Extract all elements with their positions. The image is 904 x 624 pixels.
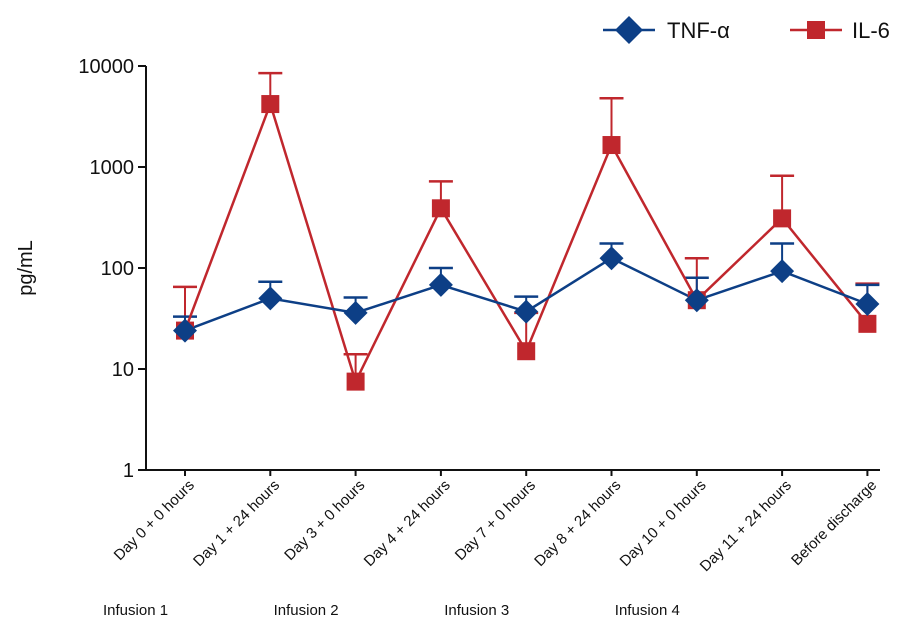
data-point-diamond	[770, 259, 795, 284]
data-point-diamond	[684, 288, 709, 313]
x-tick-label: Day 3 + 0 hours	[281, 477, 368, 564]
error-bars	[173, 71, 880, 382]
x-tick-label: Before discharge	[788, 477, 880, 569]
legend-marker-il6	[807, 21, 825, 39]
data-point-square	[773, 209, 792, 228]
infusion-label: Infusion 2	[274, 602, 339, 619]
x-tick-label: Day 0 + 0 hours	[111, 477, 198, 564]
y-tick-label: 100	[101, 258, 134, 280]
data-point-diamond	[173, 318, 197, 343]
data-point-diamond	[514, 299, 539, 324]
data-point-square	[346, 372, 365, 391]
data-point-diamond	[258, 286, 283, 311]
data-point-square	[431, 199, 450, 218]
x-tick-label: Day 4 + 24 hours	[361, 477, 454, 570]
legend-marker-tnf	[615, 16, 643, 44]
infusion-labels: Infusion 1 Infusion 2 Infusion 3 Infusion 4	[103, 602, 680, 619]
infusion-label: Infusion 3	[444, 602, 509, 619]
data-point-diamond	[855, 292, 880, 317]
markers	[173, 95, 880, 391]
y-tick-label: 1000	[90, 157, 135, 179]
y-tick-label: 10000	[78, 56, 134, 78]
data-point-square	[261, 95, 280, 114]
data-point-square	[517, 342, 536, 361]
y-tick-label: 10	[112, 359, 134, 381]
x-tick-label: Day 10 + 0 hours	[617, 477, 710, 570]
data-point-diamond	[428, 272, 453, 297]
y-tick-label: 1	[123, 460, 134, 482]
legend-label-tnf: TNF-α	[667, 18, 730, 43]
infusion-label: Infusion 4	[615, 602, 680, 619]
legend: TNF-α IL-6	[603, 16, 890, 44]
x-tick-label: Day 8 + 24 hours	[531, 477, 624, 570]
x-tick-label: Day 11 + 24 hours	[697, 477, 795, 575]
infusion-label: Infusion 1	[103, 602, 168, 619]
y-axis-label: pg/mL	[15, 240, 37, 296]
data-point-diamond	[343, 300, 368, 325]
legend-label-il6: IL-6	[852, 18, 890, 43]
data-point-diamond	[599, 246, 624, 271]
data-point-square	[858, 314, 877, 333]
x-tick-label: Day 7 + 0 hours	[452, 477, 539, 564]
data-point-square	[602, 136, 621, 155]
axes: 1 10 100 1000 10000	[78, 56, 880, 482]
x-tick-label: Day 1 + 24 hours	[190, 477, 283, 570]
